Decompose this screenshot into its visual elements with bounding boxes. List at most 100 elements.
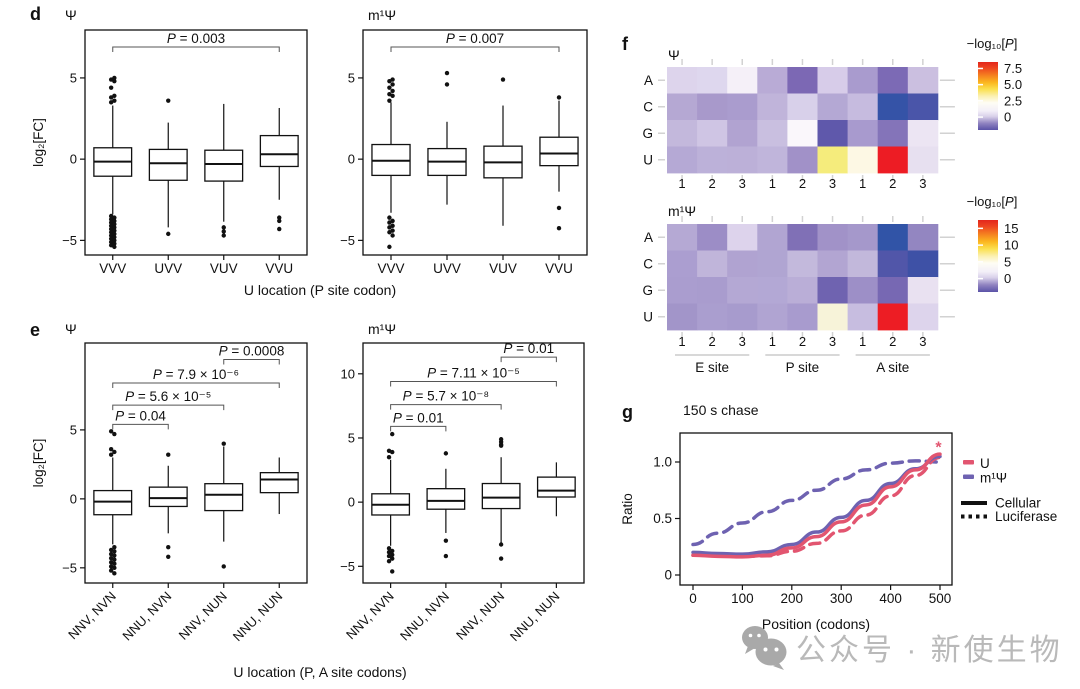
watermark-text: 公众号 · 新使生物 xyxy=(796,634,1063,667)
svg-text:m¹Ψ: m¹Ψ xyxy=(368,321,396,337)
svg-text:P site: P site xyxy=(786,360,820,375)
svg-text:NNU, NUN: NNU, NUN xyxy=(230,589,286,645)
boxplot-m1psi-p-site: m¹Ψ −5 0 5 VVV UVV VUV VVU P = 0.007 xyxy=(340,7,588,276)
svg-text:G: G xyxy=(642,283,653,298)
svg-text:log₂[FC]: log₂[FC] xyxy=(31,118,46,167)
svg-text:0: 0 xyxy=(70,491,77,506)
svg-text:2: 2 xyxy=(889,334,896,349)
svg-text:1: 1 xyxy=(678,176,685,191)
svg-text:NNU, NUN: NNU, NUN xyxy=(507,589,563,645)
d-shared-xlabel: U location (P site codon) xyxy=(243,282,397,298)
svg-text:m¹Ψ: m¹Ψ xyxy=(668,203,696,219)
svg-text:Position (codons): Position (codons) xyxy=(762,616,870,632)
svg-text:1.0: 1.0 xyxy=(653,455,672,470)
svg-text:NNV, NVN: NNV, NVN xyxy=(343,589,397,643)
svg-text:−5: −5 xyxy=(62,560,77,575)
svg-text:0: 0 xyxy=(70,152,77,167)
svg-text:150 s chase: 150 s chase xyxy=(683,402,759,418)
svg-text:NNU, NVN: NNU, NVN xyxy=(397,589,452,644)
svg-text:0: 0 xyxy=(689,591,697,606)
svg-text:3: 3 xyxy=(829,334,836,349)
e-shared-xlabel: U location (P, A site codons) xyxy=(233,664,407,680)
svg-text:5: 5 xyxy=(348,70,355,85)
svg-text:3: 3 xyxy=(829,176,836,191)
svg-text:1: 1 xyxy=(859,334,866,349)
svg-text:NNU, NVN: NNU, NVN xyxy=(119,589,174,644)
panel-label-g: g xyxy=(622,402,633,422)
svg-text:C: C xyxy=(643,256,653,271)
svg-text:2: 2 xyxy=(709,334,716,349)
svg-text:Luciferase: Luciferase xyxy=(995,509,1057,524)
svg-text:100: 100 xyxy=(731,591,754,606)
svg-text:5.0: 5.0 xyxy=(1004,77,1022,92)
svg-text:5: 5 xyxy=(70,70,77,85)
svg-text:VUV: VUV xyxy=(489,261,517,276)
svg-text:log₂[FC]: log₂[FC] xyxy=(31,439,46,488)
svg-text:A: A xyxy=(644,73,653,88)
svg-text:1: 1 xyxy=(769,334,776,349)
svg-text:VVV: VVV xyxy=(377,261,404,276)
svg-text:3: 3 xyxy=(919,334,926,349)
svg-text:P = 0.003: P = 0.003 xyxy=(167,31,225,46)
wechat-icon xyxy=(742,626,787,670)
svg-text:m¹Ψ: m¹Ψ xyxy=(980,471,1007,486)
svg-text:2.5: 2.5 xyxy=(1004,93,1022,108)
svg-text:5: 5 xyxy=(70,422,77,437)
svg-text:5: 5 xyxy=(348,430,355,445)
svg-text:−5: −5 xyxy=(62,233,77,248)
svg-text:Ratio: Ratio xyxy=(620,493,635,525)
svg-text:P = 7.11 × 10⁻⁵: P = 7.11 × 10⁻⁵ xyxy=(427,366,520,381)
boxplot-m1psi-pa-sites: m¹Ψ −5 0 5 10 NNV, NVN NNU, NVN NNV, NUN NNU, NU… xyxy=(340,321,585,645)
svg-text:15: 15 xyxy=(1004,221,1018,236)
svg-text:G: G xyxy=(642,126,653,141)
watermark: 公众号 · 新使生物 xyxy=(740,624,1063,670)
svg-text:−log₁₀[P]: −log₁₀[P] xyxy=(967,194,1018,209)
svg-text:A site: A site xyxy=(876,360,909,375)
svg-text:A: A xyxy=(644,230,653,245)
svg-text:200: 200 xyxy=(781,591,804,606)
svg-text:P = 0.01: P = 0.01 xyxy=(503,341,554,356)
svg-text:10: 10 xyxy=(341,366,355,381)
svg-text:−5: −5 xyxy=(340,233,355,248)
svg-text:2: 2 xyxy=(799,176,806,191)
svg-text:VVU: VVU xyxy=(265,261,293,276)
svg-text:0: 0 xyxy=(1004,110,1011,125)
svg-text:0: 0 xyxy=(1004,271,1011,286)
svg-text:Cellular: Cellular xyxy=(995,496,1041,511)
svg-text:E site: E site xyxy=(695,360,729,375)
svg-text:500: 500 xyxy=(929,591,952,606)
svg-text:3: 3 xyxy=(739,334,746,349)
svg-text:Ψ: Ψ xyxy=(668,47,680,63)
svg-text:400: 400 xyxy=(879,591,902,606)
svg-text:*: * xyxy=(935,439,942,456)
panel-label-d: d xyxy=(30,4,41,24)
svg-text:UVV: UVV xyxy=(433,261,461,276)
svg-text:U: U xyxy=(980,456,990,471)
svg-text:−5: −5 xyxy=(340,559,355,574)
svg-text:5: 5 xyxy=(1004,254,1011,269)
svg-text:2: 2 xyxy=(709,176,716,191)
svg-text:7.5: 7.5 xyxy=(1004,61,1022,76)
svg-text:VVV: VVV xyxy=(99,261,126,276)
svg-text:P = 0.01: P = 0.01 xyxy=(393,410,444,425)
svg-text:1: 1 xyxy=(678,334,685,349)
svg-text:3: 3 xyxy=(739,176,746,191)
svg-text:U: U xyxy=(643,152,653,167)
svg-text:NNV, NUN: NNV, NUN xyxy=(176,589,230,643)
svg-text:0: 0 xyxy=(664,568,672,583)
svg-text:2: 2 xyxy=(799,334,806,349)
line-chart-chase: 150 s chase 0 0.5 1.0 0 100 200 300 400 500 Ratio P… xyxy=(620,402,1057,632)
svg-text:NNV, NUN: NNV, NUN xyxy=(453,589,507,643)
svg-text:Ψ: Ψ xyxy=(65,321,77,337)
svg-text:U: U xyxy=(643,309,653,324)
svg-text:C: C xyxy=(643,99,653,114)
svg-text:Ψ: Ψ xyxy=(65,7,77,23)
svg-text:2: 2 xyxy=(889,176,896,191)
boxplot-psi-p-site: Ψ −5 0 5 log₂[FC] VVV UVV VUV VVU P = 0.003 xyxy=(31,7,308,276)
svg-text:0.5: 0.5 xyxy=(653,511,672,526)
svg-text:1: 1 xyxy=(859,176,866,191)
panel-label-f: f xyxy=(622,34,628,54)
svg-text:1: 1 xyxy=(769,176,776,191)
